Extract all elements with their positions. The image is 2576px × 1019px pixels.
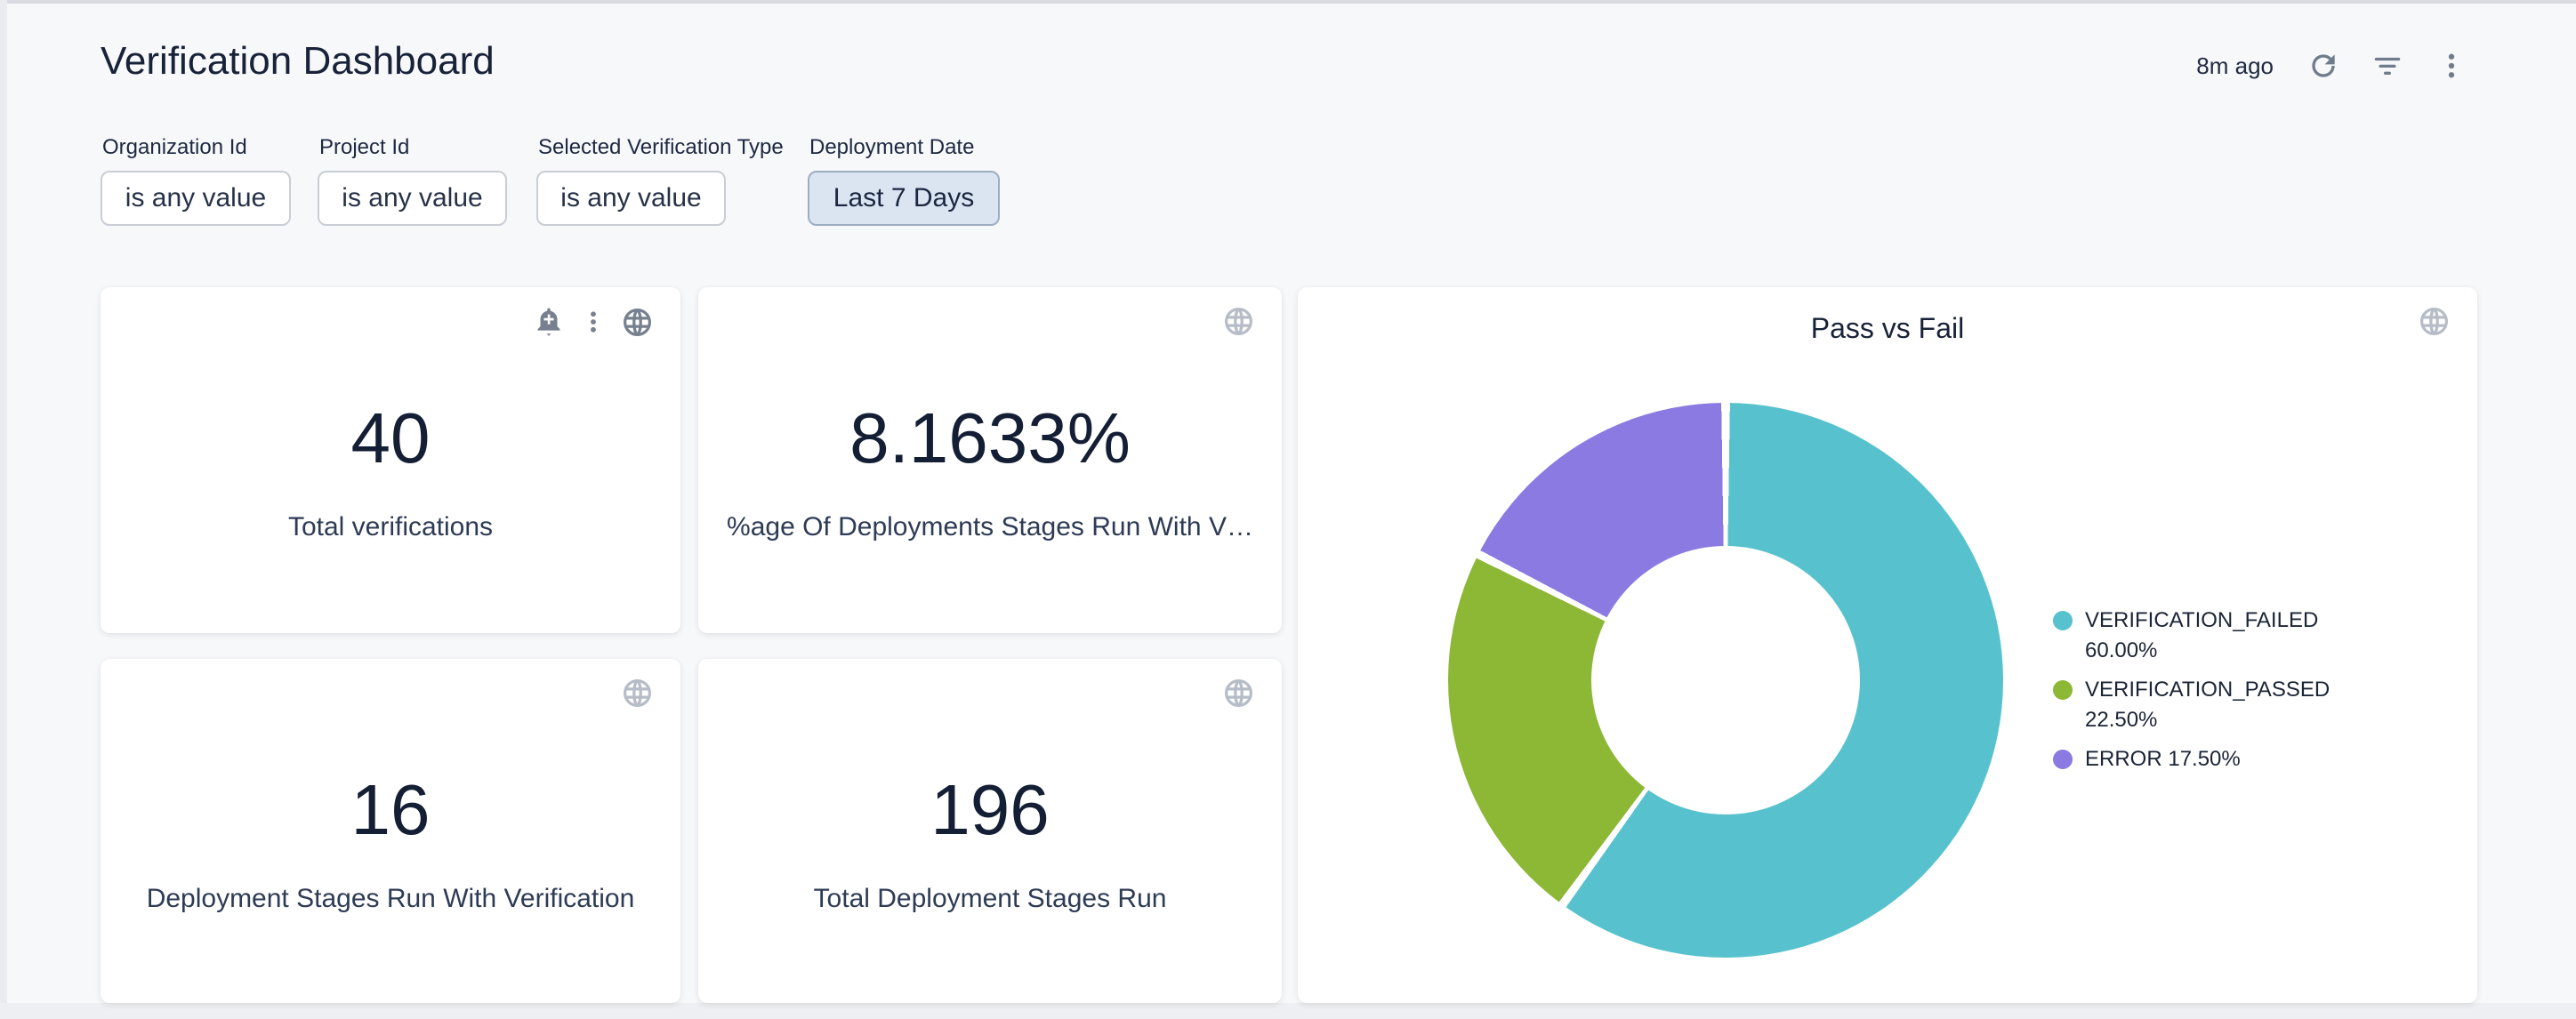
tile-value: 8.1633% xyxy=(849,398,1131,477)
globe-icon[interactable] xyxy=(1222,677,1255,710)
filter-label-project-id: Project Id xyxy=(319,135,410,159)
filter-chip-organization-id[interactable]: is any value xyxy=(101,171,291,226)
tile-hover-actions xyxy=(532,305,654,339)
globe-icon[interactable] xyxy=(621,306,654,339)
tile-title: Deployment Stages Run With Verification xyxy=(146,884,635,913)
filter-icon xyxy=(2371,49,2404,83)
refresh-button[interactable] xyxy=(2304,46,2343,85)
tile-pct-stages-with-verification: 8.1633% %age Of Deployments Stages Run W… xyxy=(698,287,1282,633)
refresh-icon xyxy=(2306,49,2340,83)
legend-label: ERROR 17.50% xyxy=(2085,747,2241,772)
last-updated-text: 8m ago xyxy=(2196,52,2274,79)
globe-icon[interactable] xyxy=(2418,305,2451,338)
alert-bell-plus-icon[interactable] xyxy=(532,305,566,339)
donut-hole xyxy=(1591,546,1860,814)
dashboard-menu-button[interactable] xyxy=(2432,46,2471,85)
filter-chip-deployment-date[interactable]: Last 7 Days xyxy=(808,171,1000,226)
page-title: Verification Dashboard xyxy=(101,39,495,83)
kebab-menu-icon xyxy=(2435,49,2468,83)
tile-value: 40 xyxy=(350,398,431,477)
donut-chart[interactable] xyxy=(1448,403,2003,958)
header-actions: 8m ago xyxy=(2196,46,2471,85)
chart-title: Pass vs Fail xyxy=(1810,312,1965,344)
tile-hover-actions xyxy=(621,677,654,710)
tile-title: %age Of Deployments Stages Run With V… xyxy=(727,512,1253,542)
legend-dot-icon xyxy=(2053,611,2073,630)
window-edge-top xyxy=(0,0,2576,4)
tile-value: 196 xyxy=(930,770,1050,849)
page-bottom-band xyxy=(0,1003,2576,1019)
filter-label-deployment-date: Deployment Date xyxy=(809,135,975,159)
tile-total-stages-run: 196 Total Deployment Stages Run xyxy=(698,659,1282,1003)
tile-value: 16 xyxy=(350,770,431,849)
filters-toggle-button[interactable] xyxy=(2368,46,2407,85)
legend-item-verification-passed[interactable]: VERIFICATION_PASSED 22.50% xyxy=(2053,675,2347,735)
globe-icon[interactable] xyxy=(621,677,654,710)
tile-hover-actions xyxy=(1222,677,1255,710)
tile-title: Total Deployment Stages Run xyxy=(813,884,1167,913)
legend-item-error[interactable]: ERROR 17.50% xyxy=(2053,744,2347,774)
tile-total-verifications: 40 Total verifications xyxy=(101,287,680,633)
tile-stages-run-with-verification: 16 Deployment Stages Run With Verificati… xyxy=(101,659,680,1003)
filter-label-verification-type: Selected Verification Type xyxy=(538,135,784,159)
legend-dot-icon xyxy=(2053,680,2073,701)
globe-icon[interactable] xyxy=(1222,305,1255,338)
pass-vs-fail-chart-card: Pass vs Fail VERIFICATION_FAILED 60.00% … xyxy=(1298,287,2477,1003)
legend-label: VERIFICATION_FAILED 60.00% xyxy=(2085,608,2319,663)
window-edge-left xyxy=(0,0,7,1019)
legend-item-verification-failed[interactable]: VERIFICATION_FAILED 60.00% xyxy=(2053,606,2347,666)
tile-title: Total verifications xyxy=(287,512,494,542)
filter-chip-verification-type[interactable]: is any value xyxy=(536,171,726,226)
filter-chip-project-id[interactable]: is any value xyxy=(318,171,507,226)
filter-label-organization-id: Organization Id xyxy=(102,135,247,159)
legend-label: VERIFICATION_PASSED 22.50% xyxy=(2085,678,2330,733)
chart-legend: VERIFICATION_FAILED 60.00% VERIFICATION_… xyxy=(2053,606,2347,783)
tile-hover-actions xyxy=(2418,305,2451,338)
kebab-menu-icon[interactable] xyxy=(580,307,607,337)
tile-hover-actions xyxy=(1222,305,1255,338)
legend-dot-icon xyxy=(2053,750,2073,770)
